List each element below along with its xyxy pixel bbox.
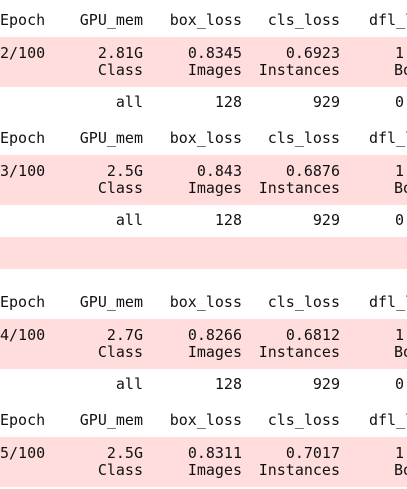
train-cell: 1: [395, 444, 405, 462]
val-header-cell: Instances: [258, 179, 340, 197]
val-header-cell: Bo: [394, 461, 407, 479]
val-cell: 929: [312, 93, 340, 111]
header-cell: cls_loss: [267, 293, 340, 311]
header-cell: dfl_l: [369, 411, 407, 429]
val-header-cell: Class: [97, 343, 143, 361]
header-cell: cls_loss: [267, 411, 340, 429]
train-row-bg: [0, 437, 407, 487]
header-cell: GPU_mem: [79, 411, 143, 429]
val-header-cell: Instances: [258, 61, 340, 79]
train-cell: 1: [395, 162, 405, 180]
train-cell: 4/100: [0, 326, 46, 344]
header-cell: Epoch: [0, 293, 46, 311]
header-cell: GPU_mem: [79, 129, 143, 147]
train-row-bg: [0, 37, 407, 87]
train-row-bg: [0, 155, 407, 205]
val-header-cell: Instances: [258, 461, 340, 479]
header-cell: dfl_l: [369, 293, 407, 311]
val-cell: 128: [214, 211, 242, 229]
train-cell: 5/100: [0, 444, 46, 462]
val-cell: 0: [395, 375, 405, 393]
train-cell: 1: [395, 326, 405, 344]
train-cell: 2.5G: [106, 444, 143, 462]
val-header-cell: Images: [187, 461, 242, 479]
train-cell: 0.843: [196, 162, 242, 180]
val-header-cell: Bo: [394, 61, 407, 79]
val-header-cell: Images: [187, 61, 242, 79]
val-header-cell: Instances: [258, 343, 340, 361]
empty-row: [0, 237, 407, 269]
header-cell: box_loss: [169, 293, 242, 311]
header-cell: dfl_l: [369, 129, 407, 147]
train-cell: 3/100: [0, 162, 46, 180]
val-cell: 128: [214, 375, 242, 393]
val-header-cell: Class: [97, 179, 143, 197]
header-cell: Epoch: [0, 129, 46, 147]
header-cell: box_loss: [169, 129, 242, 147]
val-cell: 128: [214, 93, 242, 111]
val-header-cell: Bo: [394, 343, 407, 361]
train-cell: 0.8266: [187, 326, 242, 344]
val-cell: all: [115, 93, 143, 111]
train-row-bg: [0, 319, 407, 369]
val-header-cell: Class: [97, 461, 143, 479]
train-cell: 0.8311: [187, 444, 242, 462]
train-cell: 0.6812: [285, 326, 340, 344]
header-cell: box_loss: [169, 11, 242, 29]
val-header-cell: Images: [187, 343, 242, 361]
val-header-cell: Bo: [394, 179, 407, 197]
header-cell: box_loss: [169, 411, 242, 429]
train-cell: 2.7G: [106, 326, 143, 344]
train-cell: 0.8345: [187, 44, 242, 62]
train-cell: 2.81G: [97, 44, 143, 62]
val-header-cell: Class: [97, 61, 143, 79]
header-cell: Epoch: [0, 411, 46, 429]
train-cell: 0.6923: [285, 44, 340, 62]
train-cell: 0.6876: [285, 162, 340, 180]
val-cell: 929: [312, 211, 340, 229]
val-cell: 0: [395, 211, 405, 229]
val-cell: all: [115, 211, 143, 229]
header-cell: GPU_mem: [79, 11, 143, 29]
val-cell: 0: [395, 93, 405, 111]
header-cell: Epoch: [0, 11, 46, 29]
val-cell: 929: [312, 375, 340, 393]
val-cell: all: [115, 375, 143, 393]
train-cell: 2.5G: [106, 162, 143, 180]
train-cell: 1: [395, 44, 405, 62]
header-cell: dfl_l: [369, 11, 407, 29]
header-cell: GPU_mem: [79, 293, 143, 311]
val-header-cell: Images: [187, 179, 242, 197]
train-cell: 0.7017: [285, 444, 340, 462]
train-cell: 2/100: [0, 44, 46, 62]
header-cell: cls_loss: [267, 11, 340, 29]
header-cell: cls_loss: [267, 129, 340, 147]
